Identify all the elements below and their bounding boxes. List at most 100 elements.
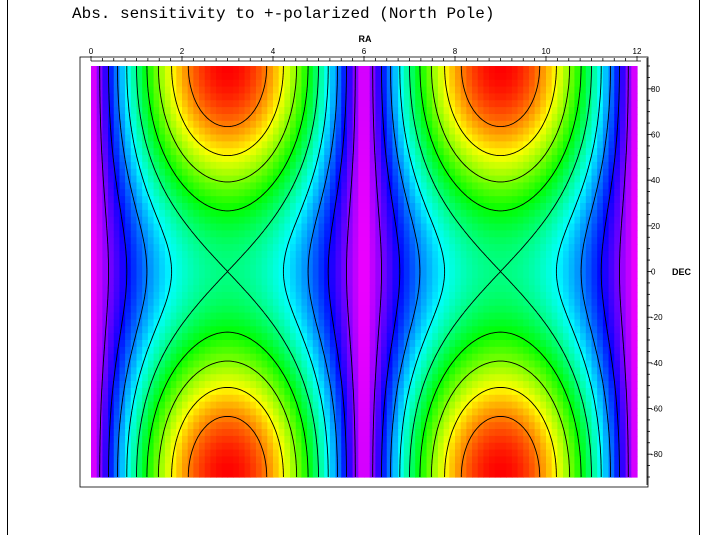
heatmap-cell	[221, 278, 229, 286]
heatmap-cell	[102, 305, 109, 314]
heatmap-cell	[91, 326, 98, 334]
heatmap-cell	[307, 333, 314, 341]
heatmap-cell	[187, 100, 194, 108]
heatmap-cell	[364, 141, 371, 149]
heatmap-cell	[517, 107, 524, 115]
heatmap-cell	[369, 387, 376, 396]
heatmap-cell	[199, 264, 206, 273]
heatmap-cell	[403, 463, 411, 471]
heatmap-cell	[420, 134, 428, 142]
heatmap-cell	[483, 134, 490, 142]
heatmap-cell	[136, 415, 143, 423]
heatmap-cell	[364, 340, 371, 348]
heatmap-cell	[369, 360, 376, 368]
heatmap-cell	[494, 155, 502, 163]
heatmap-cell	[381, 360, 388, 368]
heatmap-cell	[540, 319, 547, 327]
heatmap-cell	[386, 312, 394, 321]
heatmap-cell	[437, 271, 445, 279]
heatmap-cell	[301, 305, 308, 314]
heatmap-cell	[170, 415, 177, 423]
heatmap-cell	[489, 93, 496, 101]
heatmap-cell	[443, 237, 450, 245]
heatmap-cell	[159, 285, 166, 293]
heatmap-cell	[500, 189, 507, 197]
heatmap-cell	[164, 93, 172, 101]
heatmap-cell	[477, 374, 485, 382]
heatmap-cell	[273, 203, 280, 211]
heatmap-cell	[335, 449, 342, 458]
heatmap-cell	[403, 148, 411, 156]
heatmap-cell	[278, 264, 285, 273]
heatmap-cell	[318, 120, 325, 129]
heatmap-cell	[381, 223, 388, 231]
heatmap-cell	[210, 319, 217, 327]
heatmap-cell	[364, 264, 371, 273]
heatmap-cell	[426, 250, 433, 259]
heatmap-cell	[96, 394, 103, 403]
heatmap-cell	[250, 223, 257, 231]
heatmap-cell	[489, 182, 496, 190]
heatmap-cell	[494, 463, 502, 471]
heatmap-cell	[546, 113, 553, 122]
heatmap-cell	[233, 401, 240, 410]
heatmap-cell	[267, 285, 274, 293]
heatmap-cell	[250, 449, 257, 458]
heatmap-cell	[437, 250, 445, 259]
heatmap-cell	[517, 257, 524, 266]
heatmap-cell	[227, 326, 234, 334]
heatmap-cell	[301, 216, 308, 225]
heatmap-cell	[511, 319, 519, 327]
heatmap-cell	[199, 100, 206, 108]
heatmap-cell	[267, 113, 274, 122]
heatmap-cell	[91, 305, 98, 314]
heatmap-cell	[341, 209, 348, 218]
heatmap-cell	[432, 244, 439, 252]
heatmap-cell	[312, 182, 320, 190]
heatmap-cell	[358, 127, 365, 136]
heatmap-cell	[278, 305, 285, 314]
heatmap-cell	[267, 196, 274, 204]
heatmap-cell	[244, 209, 251, 218]
heatmap-cell	[437, 72, 445, 81]
heatmap-cell	[250, 353, 257, 362]
heatmap-cell	[346, 79, 354, 88]
heatmap-cell	[443, 127, 450, 136]
heatmap-cell	[449, 387, 456, 396]
heatmap-cell	[534, 264, 541, 273]
heatmap-cell	[415, 463, 422, 471]
heatmap-cell	[392, 230, 399, 238]
heatmap-cell	[318, 100, 325, 108]
heatmap-cell	[307, 141, 314, 149]
heatmap-cell	[153, 374, 160, 382]
heatmap-cell	[233, 381, 240, 389]
heatmap-cell	[290, 442, 297, 451]
heatmap-cell	[506, 381, 513, 389]
heatmap-cell	[125, 257, 132, 266]
heatmap-cell	[119, 422, 126, 430]
heatmap-cell	[142, 189, 149, 197]
heatmap-cell	[432, 374, 439, 382]
heatmap-cell	[398, 175, 405, 184]
heatmap-cell	[119, 257, 126, 266]
heatmap-cell	[420, 298, 428, 307]
heatmap-cell	[284, 360, 291, 368]
heatmap-cell	[187, 360, 194, 368]
heatmap-cell	[170, 387, 177, 396]
heatmap-cell	[455, 394, 462, 403]
heatmap-cell	[238, 66, 246, 74]
heatmap-cell	[113, 127, 121, 136]
heatmap-cell	[255, 203, 263, 211]
heatmap-cell	[511, 394, 519, 403]
heatmap-cell	[221, 422, 229, 430]
heatmap-cell	[511, 346, 519, 355]
heatmap-cell	[426, 319, 433, 327]
heatmap-cell	[119, 93, 126, 101]
heatmap-cell	[238, 408, 246, 416]
heatmap-cell	[546, 326, 553, 334]
heatmap-cell	[113, 422, 121, 430]
heatmap-cell	[142, 120, 149, 129]
heatmap-cell	[136, 401, 143, 410]
heatmap-cell	[517, 271, 524, 279]
heatmap-cell	[153, 196, 160, 204]
